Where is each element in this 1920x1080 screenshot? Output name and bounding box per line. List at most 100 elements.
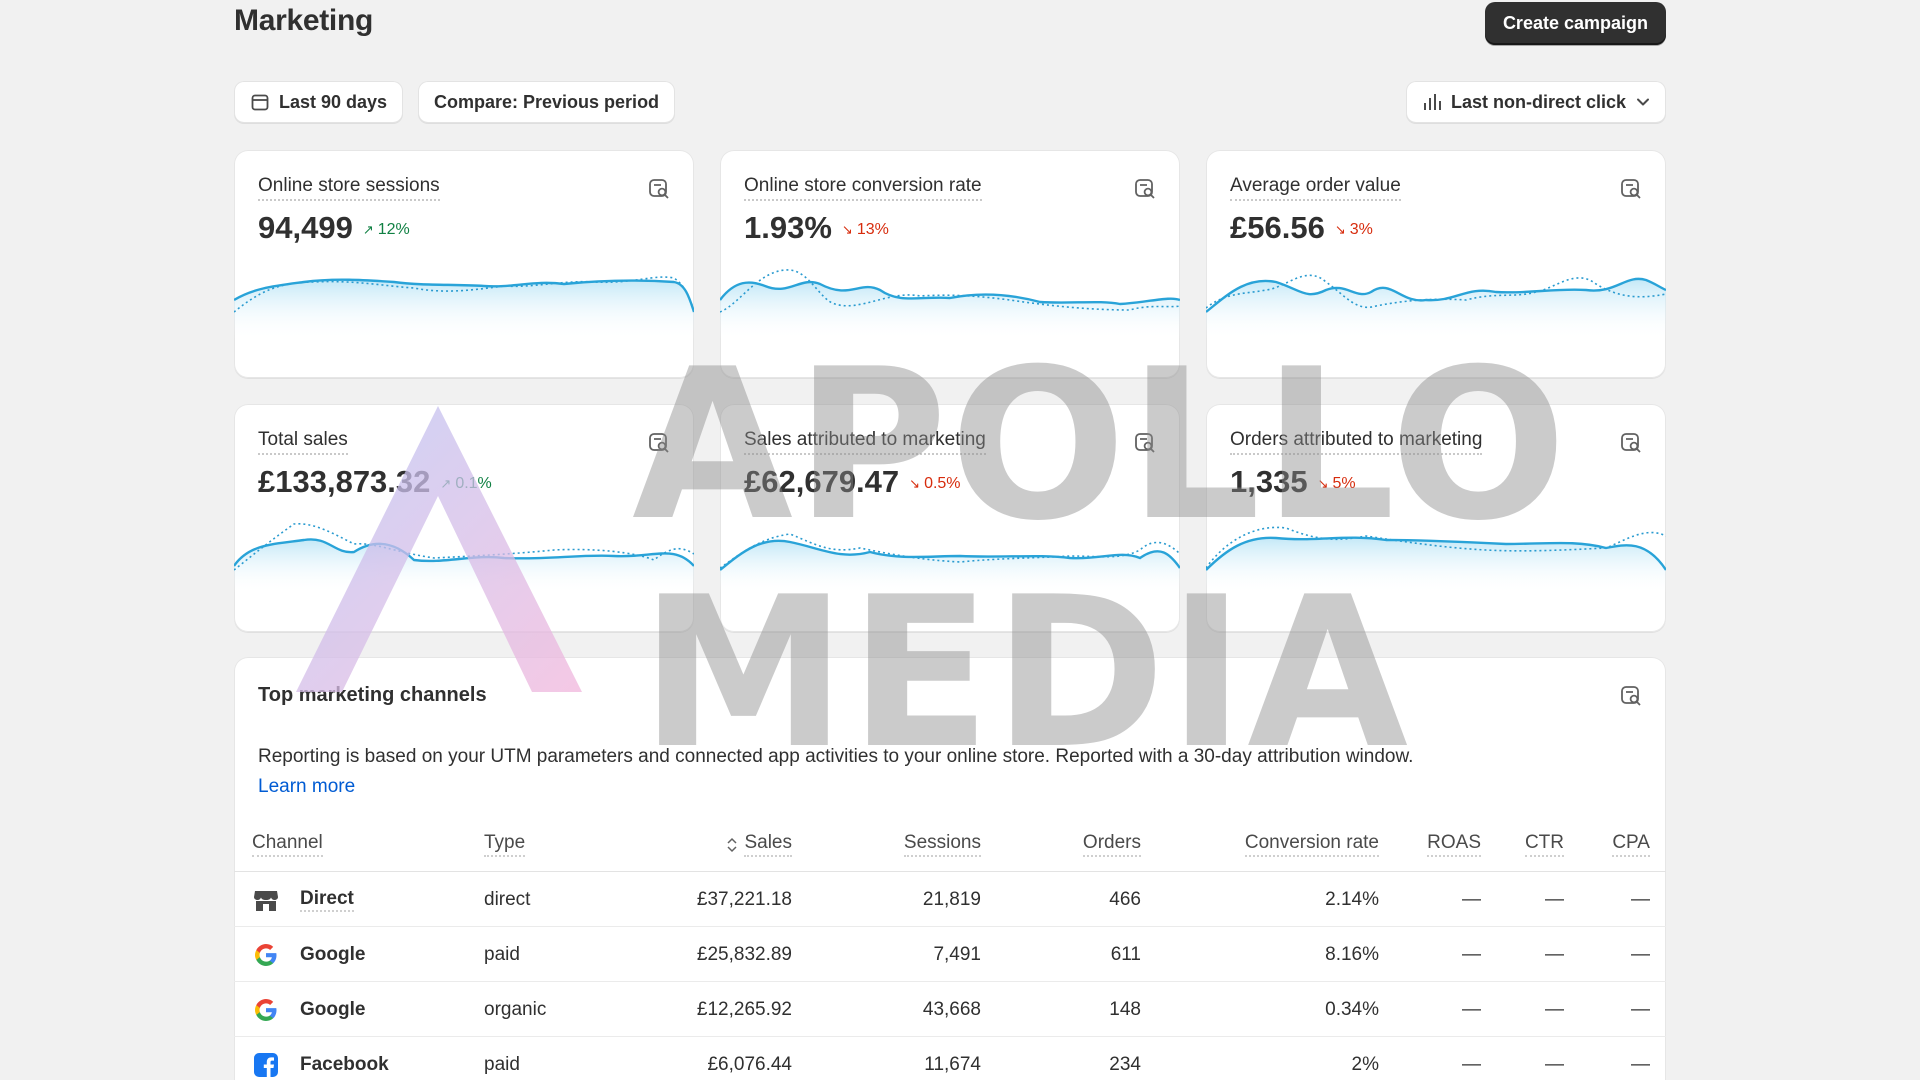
metric-card[interactable]: Online store sessions 94,499 ↗ 12% <box>234 150 694 378</box>
table-row[interactable]: Google paid £25,832.89 7,491 611 8.16% — — — <box>234 927 1666 982</box>
col-cpa[interactable]: CPA <box>1580 817 1650 872</box>
cell-orders: 234 <box>1109 1053 1141 1075</box>
top-channels-card: Top marketing channels Reporting is base… <box>234 657 1666 1080</box>
sparkline-previous <box>720 269 1180 313</box>
metric-card[interactable]: Sales attributed to marketing £62,679.47 ↘… <box>720 404 1180 632</box>
cell-conversion-rate: 8.16% <box>1325 943 1379 965</box>
cell-type: organic <box>484 998 547 1020</box>
learn-more-link[interactable]: Learn more <box>258 776 356 797</box>
cell-type: direct <box>484 888 531 910</box>
cell-orders: 148 <box>1109 998 1141 1020</box>
cell-sessions: 11,674 <box>924 1053 981 1075</box>
arrow-down-icon: ↘ <box>1317 475 1329 491</box>
metric-value: 1,335 ↘ 5% <box>1230 464 1356 499</box>
cell-channel[interactable]: Google <box>252 982 482 1037</box>
metric-value: £56.56 ↘ 3% <box>1230 210 1373 245</box>
report-icon[interactable] <box>648 178 670 205</box>
metric-label[interactable]: Orders attributed to marketing <box>1230 429 1483 455</box>
page-title: Marketing <box>234 4 373 37</box>
metric-label[interactable]: Online store conversion rate <box>744 175 982 201</box>
cell-sales: £37,221.18 <box>696 888 792 910</box>
metric-card[interactable]: Online store conversion rate 1.93% ↘ 13% <box>720 150 1180 378</box>
cell-conversion-rate: 2.14% <box>1325 888 1379 910</box>
sparkline-chart <box>720 269 1180 340</box>
cell-roas: — <box>1462 888 1481 910</box>
cell-roas: — <box>1462 943 1481 965</box>
sort-icon[interactable] <box>726 836 738 854</box>
col-ctr[interactable]: CTR <box>1494 817 1564 872</box>
attribution-model-button[interactable]: Last non-direct click <box>1405 81 1666 123</box>
table-row[interactable]: Direct direct £37,221.18 21,819 466 2.14% — — — <box>234 872 1666 927</box>
report-icon[interactable] <box>1620 685 1642 712</box>
metric-card[interactable]: Orders attributed to marketing 1,335 ↘ 5% <box>1206 404 1666 632</box>
metric-delta: ↘ 13% <box>841 220 889 238</box>
col-conversion-rate[interactable]: Conversion rate <box>1159 817 1379 872</box>
sparkline-current <box>1206 277 1666 313</box>
metric-card[interactable]: Average order value £56.56 ↘ 3% <box>1206 150 1666 378</box>
sparkline-fill <box>1206 537 1666 594</box>
report-icon[interactable] <box>648 432 670 459</box>
cell-orders: 611 <box>1110 943 1141 965</box>
cell-roas: — <box>1462 998 1481 1020</box>
cell-ctr: — <box>1545 943 1564 965</box>
cell-channel[interactable]: Google <box>252 927 482 982</box>
metric-delta: ↘ 0.5% <box>909 474 961 492</box>
cell-conversion-rate: 0.34% <box>1325 998 1379 1020</box>
sparkline-previous <box>720 533 1180 569</box>
table-header: Channel Type Sales Sessions Orders Conve… <box>234 817 1666 872</box>
report-icon[interactable] <box>1134 178 1156 205</box>
google-icon <box>252 941 280 969</box>
col-sessions[interactable]: Sessions <box>821 817 981 872</box>
cell-sales: £12,265.92 <box>696 998 792 1020</box>
date-range-button[interactable]: Last 90 days <box>234 81 404 123</box>
cell-cpa: — <box>1631 888 1650 910</box>
create-campaign-button[interactable]: Create campaign <box>1484 2 1666 45</box>
metric-label[interactable]: Sales attributed to marketing <box>744 429 986 455</box>
metric-label[interactable]: Total sales <box>258 429 348 455</box>
attribution-note: Reporting is based on your UTM parameter… <box>258 746 1414 767</box>
col-type: Type <box>484 817 634 872</box>
attribution-model-label: Last non-direct click <box>1450 91 1626 112</box>
metric-card[interactable]: Total sales £133,873.32 ↗ 0.1% <box>234 404 694 632</box>
sparkline-fill <box>234 539 694 594</box>
col-roas[interactable]: ROAS <box>1391 817 1481 872</box>
report-icon[interactable] <box>1620 432 1642 459</box>
cell-cpa: — <box>1631 943 1650 965</box>
col-sales[interactable]: Sales <box>612 817 792 872</box>
bar-chart-icon <box>1422 92 1442 112</box>
report-icon[interactable] <box>1620 178 1642 205</box>
channels-table: Channel Type Sales Sessions Orders Conve… <box>234 817 1666 1080</box>
compare-period-label: Compare: Previous period <box>434 91 660 112</box>
cell-sessions: 21,819 <box>922 888 981 910</box>
table-row[interactable]: Google organic £12,265.92 43,668 148 0.34% — — — <box>234 982 1666 1037</box>
metric-value: £133,873.32 ↗ 0.1% <box>258 464 492 499</box>
metric-label[interactable]: Average order value <box>1230 175 1401 201</box>
metric-delta: ↘ 3% <box>1334 220 1373 238</box>
sparkline-chart <box>234 523 694 594</box>
col-orders[interactable]: Orders <box>1001 817 1141 872</box>
calendar-icon <box>250 92 270 112</box>
cell-orders: 466 <box>1109 888 1141 910</box>
cell-type: paid <box>484 943 520 965</box>
marketing-page: Marketing Create campaign Last 90 days C… <box>234 0 1666 1080</box>
channels-title: Top marketing channels <box>258 684 487 706</box>
sparkline-current <box>234 278 694 313</box>
cell-channel[interactable]: Direct <box>252 872 482 927</box>
arrow-down-icon: ↘ <box>909 475 921 491</box>
table-row[interactable]: Facebook paid £6,076.44 11,674 234 2% — — — <box>234 1037 1666 1080</box>
compare-period-button[interactable]: Compare: Previous period <box>418 81 676 123</box>
metric-value: 94,499 ↗ 12% <box>258 210 410 245</box>
sparkline-chart <box>720 533 1180 594</box>
arrow-down-icon: ↘ <box>1334 221 1346 237</box>
sparkline-fill <box>1206 278 1666 340</box>
cell-ctr: — <box>1545 998 1564 1020</box>
arrow-up-icon: ↗ <box>440 475 452 491</box>
cell-channel[interactable]: Facebook <box>252 1037 482 1080</box>
metric-delta: ↗ 0.1% <box>440 474 492 492</box>
metric-label[interactable]: Online store sessions <box>258 175 440 201</box>
sparkline-fill <box>234 279 694 340</box>
report-icon[interactable] <box>1134 432 1156 459</box>
sparkline-chart <box>1206 526 1666 594</box>
channels-description: Reporting is based on your UTM parameter… <box>258 742 1638 802</box>
sparkline-current <box>720 539 1180 571</box>
